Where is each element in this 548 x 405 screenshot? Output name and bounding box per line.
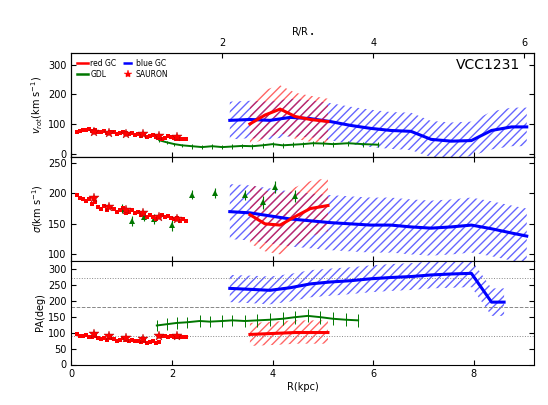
X-axis label: R/R$_\bullet$: R/R$_\bullet$	[291, 26, 315, 38]
Legend: red GC, GDL, blue GC, SAURON: red GC, GDL, blue GC, SAURON	[75, 56, 170, 81]
X-axis label: R(kpc): R(kpc)	[287, 382, 318, 392]
Y-axis label: $\sigma$(km s$^{-1}$): $\sigma$(km s$^{-1}$)	[30, 184, 45, 233]
Text: VCC1231: VCC1231	[456, 58, 521, 72]
Y-axis label: PA(deg): PA(deg)	[35, 294, 45, 331]
Y-axis label: $v_{rot}$(km s$^{-1}$): $v_{rot}$(km s$^{-1}$)	[30, 75, 45, 134]
